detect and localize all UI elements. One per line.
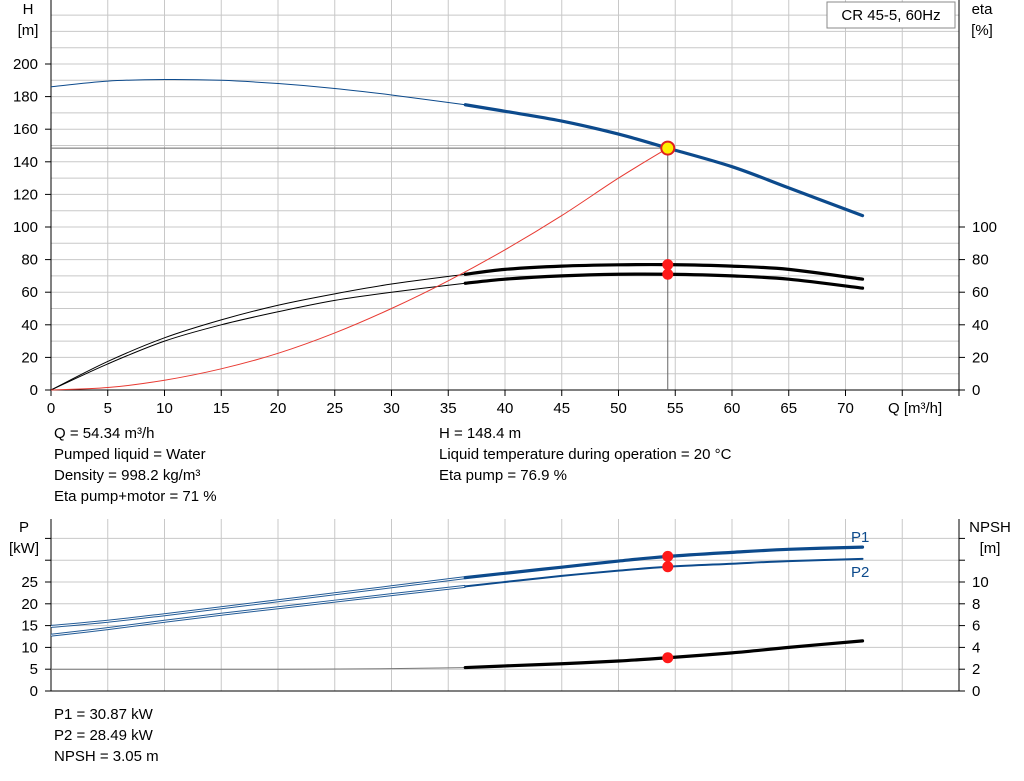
NPSH-curve-thin xyxy=(50,667,466,670)
x-tick-label: 55 xyxy=(667,400,684,417)
duty-point-marker xyxy=(660,140,676,156)
left-tick-label: 20 xyxy=(21,349,38,366)
left-tick-label: 60 xyxy=(21,284,38,301)
right-tick-label: 100 xyxy=(972,219,997,236)
info-eta-pump: Eta pump = 76.9 % xyxy=(439,467,567,484)
x-tick-label: 5 xyxy=(104,400,112,417)
x-tick-label: 20 xyxy=(270,400,287,417)
info-liquid-temperature: Liquid temperature during operation = 20… xyxy=(439,446,732,463)
left-tick-label: 0 xyxy=(30,382,38,399)
x-tick-label: 30 xyxy=(383,400,400,417)
x-tick-label: 70 xyxy=(837,400,854,417)
P1-curve-thick xyxy=(463,545,865,580)
left-tick-label: 160 xyxy=(13,121,38,138)
eta_total-curve-thick xyxy=(463,272,865,290)
left-tick-label: 0 xyxy=(30,683,38,700)
info-h: H = 148.4 m xyxy=(439,425,522,442)
x-tick-label: 65 xyxy=(780,400,797,417)
H-curve-thick xyxy=(463,103,865,218)
left-axis-label-2: [kW] xyxy=(9,540,39,557)
x-axis-label: Q [m³/h] xyxy=(888,400,942,417)
eta-pump-marker xyxy=(662,259,674,271)
right-axis-label-1: NPSH xyxy=(969,519,1011,536)
right-tick-label: 40 xyxy=(972,317,989,334)
x-tick-label: 0 xyxy=(47,400,55,417)
left-tick-label: 20 xyxy=(21,596,38,613)
top-info-col1: Q = 54.34 m³/h Pumped liquid = Water Den… xyxy=(54,423,217,507)
right-tick-label: 80 xyxy=(972,252,989,269)
right-axis-label-1: eta xyxy=(972,1,994,18)
x-tick-label: 10 xyxy=(156,400,173,417)
p1-series-label: P1 xyxy=(851,529,869,546)
left-tick-label: 120 xyxy=(13,186,38,203)
right-tick-label: 6 xyxy=(972,618,980,635)
info-pumped-liquid: Pumped liquid = Water xyxy=(54,446,206,463)
P2-curve-thick xyxy=(464,557,864,588)
right-axis-label-2: [%] xyxy=(971,22,993,39)
system-curve xyxy=(50,147,669,391)
left-tick-label: 5 xyxy=(30,661,38,678)
right-tick-label: 10 xyxy=(972,574,989,591)
NPSH-curve-thick xyxy=(463,639,865,670)
P2-curve-thin-inner xyxy=(50,585,466,636)
left-axis-label-2: [m] xyxy=(18,22,39,39)
info-density: Density = 998.2 kg/m³ xyxy=(54,467,201,484)
x-tick-label: 15 xyxy=(213,400,230,417)
right-tick-label: 8 xyxy=(972,596,980,613)
top-info-col2: H = 148.4 m Liquid temperature during op… xyxy=(439,423,731,486)
x-tick-label: 40 xyxy=(497,400,514,417)
info-p1: P1 = 30.87 kW xyxy=(54,706,153,723)
eta_pump-curve-thin xyxy=(50,273,466,391)
H-curve-thin xyxy=(50,78,466,106)
info-q: Q = 54.34 m³/h xyxy=(54,425,155,442)
eta_total-curve-thin xyxy=(50,282,466,391)
x-tick-label: 35 xyxy=(440,400,457,417)
left-tick-label: 80 xyxy=(21,252,38,269)
left-tick-label: 180 xyxy=(13,89,38,106)
p1-marker xyxy=(662,550,674,562)
info-eta-pump-motor: Eta pump+motor = 71 % xyxy=(54,488,217,505)
right-tick-label: 4 xyxy=(972,639,980,656)
left-tick-label: 25 xyxy=(21,574,38,591)
P1-curve-thin-inner xyxy=(50,577,466,627)
bottom-info-col1: P1 = 30.87 kW P2 = 28.49 kW NPSH = 3.05 … xyxy=(54,704,159,767)
left-axis-label-1: P xyxy=(19,519,29,536)
eta-total-marker xyxy=(662,268,674,280)
x-tick-label: 50 xyxy=(610,400,627,417)
head-efficiency-chart: 0 20 40 60 80 100 120 140 160 180 200 0 20 40 60 80 100 0… xyxy=(13,0,997,417)
p2-marker xyxy=(662,561,674,573)
left-tick-label: 40 xyxy=(21,317,38,334)
right-tick-label: 2 xyxy=(972,661,980,678)
chart-title: CR 45-5, 60Hz xyxy=(841,7,940,24)
p2-series-label: P2 xyxy=(851,564,869,581)
power-npsh-chart: 0 5 10 15 20 25 0 2 4 6 8 10 P [kW] NPSH [m] P1 P2 xyxy=(9,519,1011,700)
eta_pump-curve-thick xyxy=(463,262,865,281)
npsh-marker xyxy=(662,652,674,664)
x-tick-label: 25 xyxy=(326,400,343,417)
right-tick-label: 20 xyxy=(972,349,989,366)
right-tick-label: 0 xyxy=(972,683,980,700)
info-npsh: NPSH = 3.05 m xyxy=(54,748,159,765)
x-tick-label: 60 xyxy=(724,400,741,417)
right-tick-label: 60 xyxy=(972,284,989,301)
left-tick-label: 10 xyxy=(21,639,38,656)
left-tick-label: 15 xyxy=(21,618,38,635)
right-axis-label-2: [m] xyxy=(980,540,1001,557)
left-axis-label-1: H xyxy=(23,1,34,18)
info-p2: P2 = 28.49 kW xyxy=(54,727,153,744)
left-tick-label: 140 xyxy=(13,154,38,171)
right-tick-label: 0 xyxy=(972,382,980,399)
x-tick-label: 45 xyxy=(553,400,570,417)
title-box xyxy=(826,1,956,29)
left-tick-label: 100 xyxy=(13,219,38,236)
left-tick-label: 200 xyxy=(13,56,38,73)
